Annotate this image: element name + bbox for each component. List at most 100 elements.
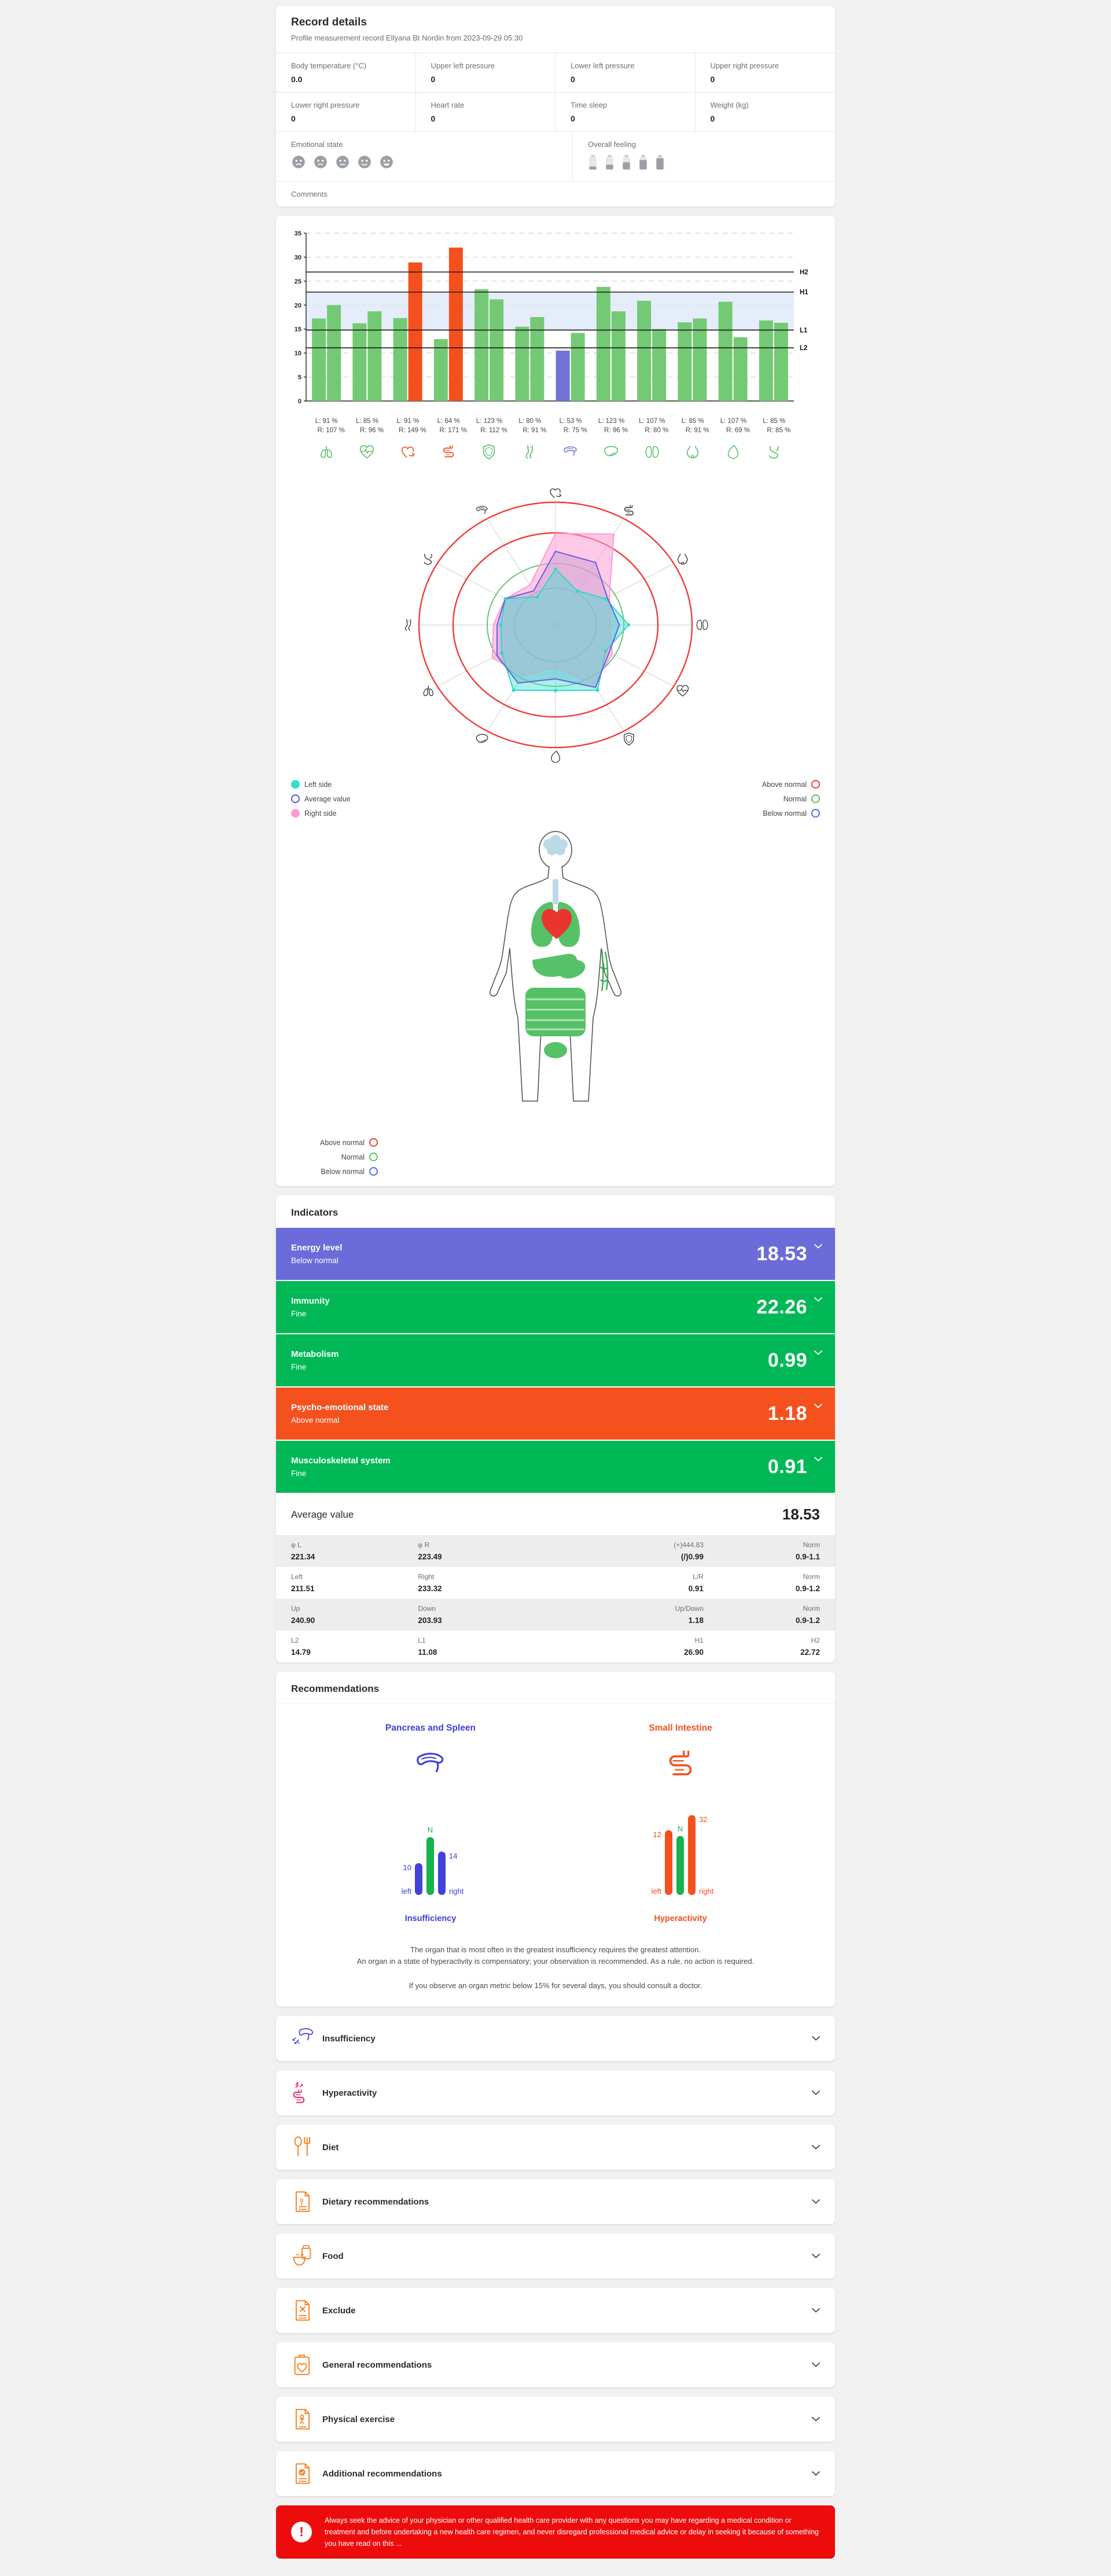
bar-left-pancreas xyxy=(556,351,570,401)
emotion-face-2-icon[interactable] xyxy=(313,154,328,172)
indicator-row-psycho-emotional-state[interactable]: Psycho-emotional state Above normal 1.18 xyxy=(276,1388,835,1441)
bar-label-liver: L: 123 % R: 96 % xyxy=(591,418,631,434)
radar-status-legend: Above normal Normal Below normal xyxy=(762,780,820,818)
accordion-row[interactable]: Insufficiency xyxy=(276,2016,835,2061)
chevron-down-icon[interactable] xyxy=(812,2468,820,2479)
bar-right-heart xyxy=(367,311,382,401)
chevron-down-icon[interactable] xyxy=(812,2414,820,2424)
liver-radar-icon xyxy=(476,734,488,742)
cell-label: L2 xyxy=(291,1636,299,1644)
chevron-down-icon[interactable] xyxy=(812,2360,820,2370)
acc-hyperactivity-icon xyxy=(291,2081,317,2104)
chevron-down-icon[interactable] xyxy=(812,2305,820,2316)
svg-text:right: right xyxy=(449,1887,464,1896)
body-zone xyxy=(276,826,835,1138)
legend-chip xyxy=(291,780,300,789)
legend-label: Above normal xyxy=(761,780,807,789)
cell-label: φ L xyxy=(291,1541,301,1549)
record-field: Upper right pressure 0 xyxy=(695,53,835,93)
legend-chip xyxy=(291,809,300,818)
legend-item-left-side: Left side xyxy=(291,780,351,789)
chevron-down-icon[interactable] xyxy=(814,1401,822,1411)
chevron-down-icon[interactable] xyxy=(812,2251,820,2261)
record-details-subtitle: Profile measurement record Ellyana Bt No… xyxy=(291,34,523,42)
svg-text:H1: H1 xyxy=(800,289,808,296)
emotion-face-3-icon[interactable] xyxy=(335,154,350,172)
legend-label: Normal xyxy=(783,794,807,803)
accordion-row[interactable]: Hyperactivity xyxy=(276,2070,835,2115)
accordion-label: Hyperactivity xyxy=(322,2088,377,2098)
record-field: Upper left pressure 0 xyxy=(415,53,556,93)
recommendation-insufficiency: Pancreas and Spleen 10 left N 14 right Insuffi… xyxy=(335,1723,526,1923)
accordion-row[interactable]: Food xyxy=(276,2233,835,2279)
average-cell: H2 22.72 xyxy=(704,1636,820,1657)
cell-label: L/R xyxy=(693,1573,704,1581)
chevron-down-icon[interactable] xyxy=(814,1241,822,1252)
acc-insufficiency-icon xyxy=(291,2027,317,2050)
pancreas-icon xyxy=(413,1746,448,1785)
svg-text:right: right xyxy=(699,1887,714,1896)
field-label: Weight (kg) xyxy=(710,101,749,109)
cell-value: 203.93 xyxy=(418,1616,442,1625)
battery-level-4-icon[interactable] xyxy=(638,154,648,173)
svg-text:L1: L1 xyxy=(800,327,808,334)
accordion-row[interactable]: Additional recommendations xyxy=(276,2451,835,2496)
right-percent: R: 85 % xyxy=(767,427,791,434)
chevron-down-icon[interactable] xyxy=(812,2088,820,2098)
immunity-icon xyxy=(480,443,498,461)
legend-label: Right side xyxy=(304,809,337,818)
bar-left-stomach xyxy=(759,320,773,401)
accordion-row[interactable]: Exclude xyxy=(276,2288,835,2333)
chevron-down-icon[interactable] xyxy=(812,2033,820,2044)
face-3-icon xyxy=(335,154,350,170)
lungs-radar-icon xyxy=(424,686,433,695)
right-percent: R: 80 % xyxy=(645,427,669,434)
accordion-row[interactable]: Dietary recommendations xyxy=(276,2179,835,2224)
indicator-row-metabolism[interactable]: Metabolism Fine 0.99 xyxy=(276,1334,835,1388)
indicator-row-energy-level[interactable]: Energy level Below normal 18.53 xyxy=(276,1228,835,1281)
acc-doc-diet-icon xyxy=(291,2190,317,2213)
bar-right-gallbladder xyxy=(733,337,748,401)
emotion-face-5-icon[interactable] xyxy=(379,154,394,172)
battery-level-5-icon[interactable] xyxy=(655,154,665,173)
indicator-status: Above normal xyxy=(291,1416,340,1425)
accordion-row[interactable]: Diet xyxy=(276,2125,835,2170)
emotion-face-4-icon[interactable] xyxy=(357,154,372,172)
chevron-down-icon[interactable] xyxy=(814,1454,822,1464)
battery-level-2-icon[interactable] xyxy=(605,154,615,173)
cell-label: φ R xyxy=(418,1541,430,1549)
average-value-header: Average value 18.53 xyxy=(276,1494,835,1535)
bladder-radar-icon xyxy=(678,554,687,564)
average-cell: φ R 223.49 xyxy=(418,1541,545,1561)
left-percent: L: 85 % xyxy=(763,418,786,425)
liver-icon xyxy=(591,443,631,461)
indicator-status: Fine xyxy=(291,1469,307,1478)
face-1-icon xyxy=(291,154,306,170)
chevron-down-icon[interactable] xyxy=(812,2142,820,2152)
legend-label: Average value xyxy=(304,794,351,803)
cell-label: H2 xyxy=(811,1636,820,1644)
bar-left-gallbladder xyxy=(718,301,733,401)
overall-feeling-batteries xyxy=(588,154,820,173)
battery-level-3-icon[interactable] xyxy=(621,154,631,173)
emotion-face-1-icon[interactable] xyxy=(291,154,306,172)
battery-level-1-icon[interactable] xyxy=(588,154,598,173)
accordion-label: Physical exercise xyxy=(322,2414,395,2424)
bar-right-stomach xyxy=(774,322,788,401)
chevron-down-icon[interactable] xyxy=(814,1294,822,1305)
legend-chip xyxy=(811,809,820,818)
chevron-down-icon[interactable] xyxy=(812,2196,820,2207)
accordion-row[interactable]: Physical exercise xyxy=(276,2397,835,2442)
bar-label-lungs: L: 91 % R: 107 % xyxy=(306,418,347,434)
accordion-dietary-recommendations: Dietary recommendations xyxy=(276,2179,835,2225)
emotional-state-faces xyxy=(291,154,557,172)
recommendation-columns: Pancreas and Spleen 10 left N 14 right Insuffi… xyxy=(276,1703,835,1927)
average-cell: Norm 0.9-1.2 xyxy=(704,1573,820,1593)
indicator-row-musculoskeletal-system[interactable]: Musculoskeletal system Fine 0.91 xyxy=(276,1441,835,1494)
chevron-down-icon[interactable] xyxy=(814,1348,822,1358)
radar-series-legend: Left side Average value Right side xyxy=(291,780,351,818)
indicator-row-immunity[interactable]: Immunity Fine 22.26 xyxy=(276,1281,835,1334)
left-percent: L: 91 % xyxy=(315,418,338,425)
right-percent: R: 96 % xyxy=(360,427,384,434)
accordion-row[interactable]: General recommendations xyxy=(276,2342,835,2387)
